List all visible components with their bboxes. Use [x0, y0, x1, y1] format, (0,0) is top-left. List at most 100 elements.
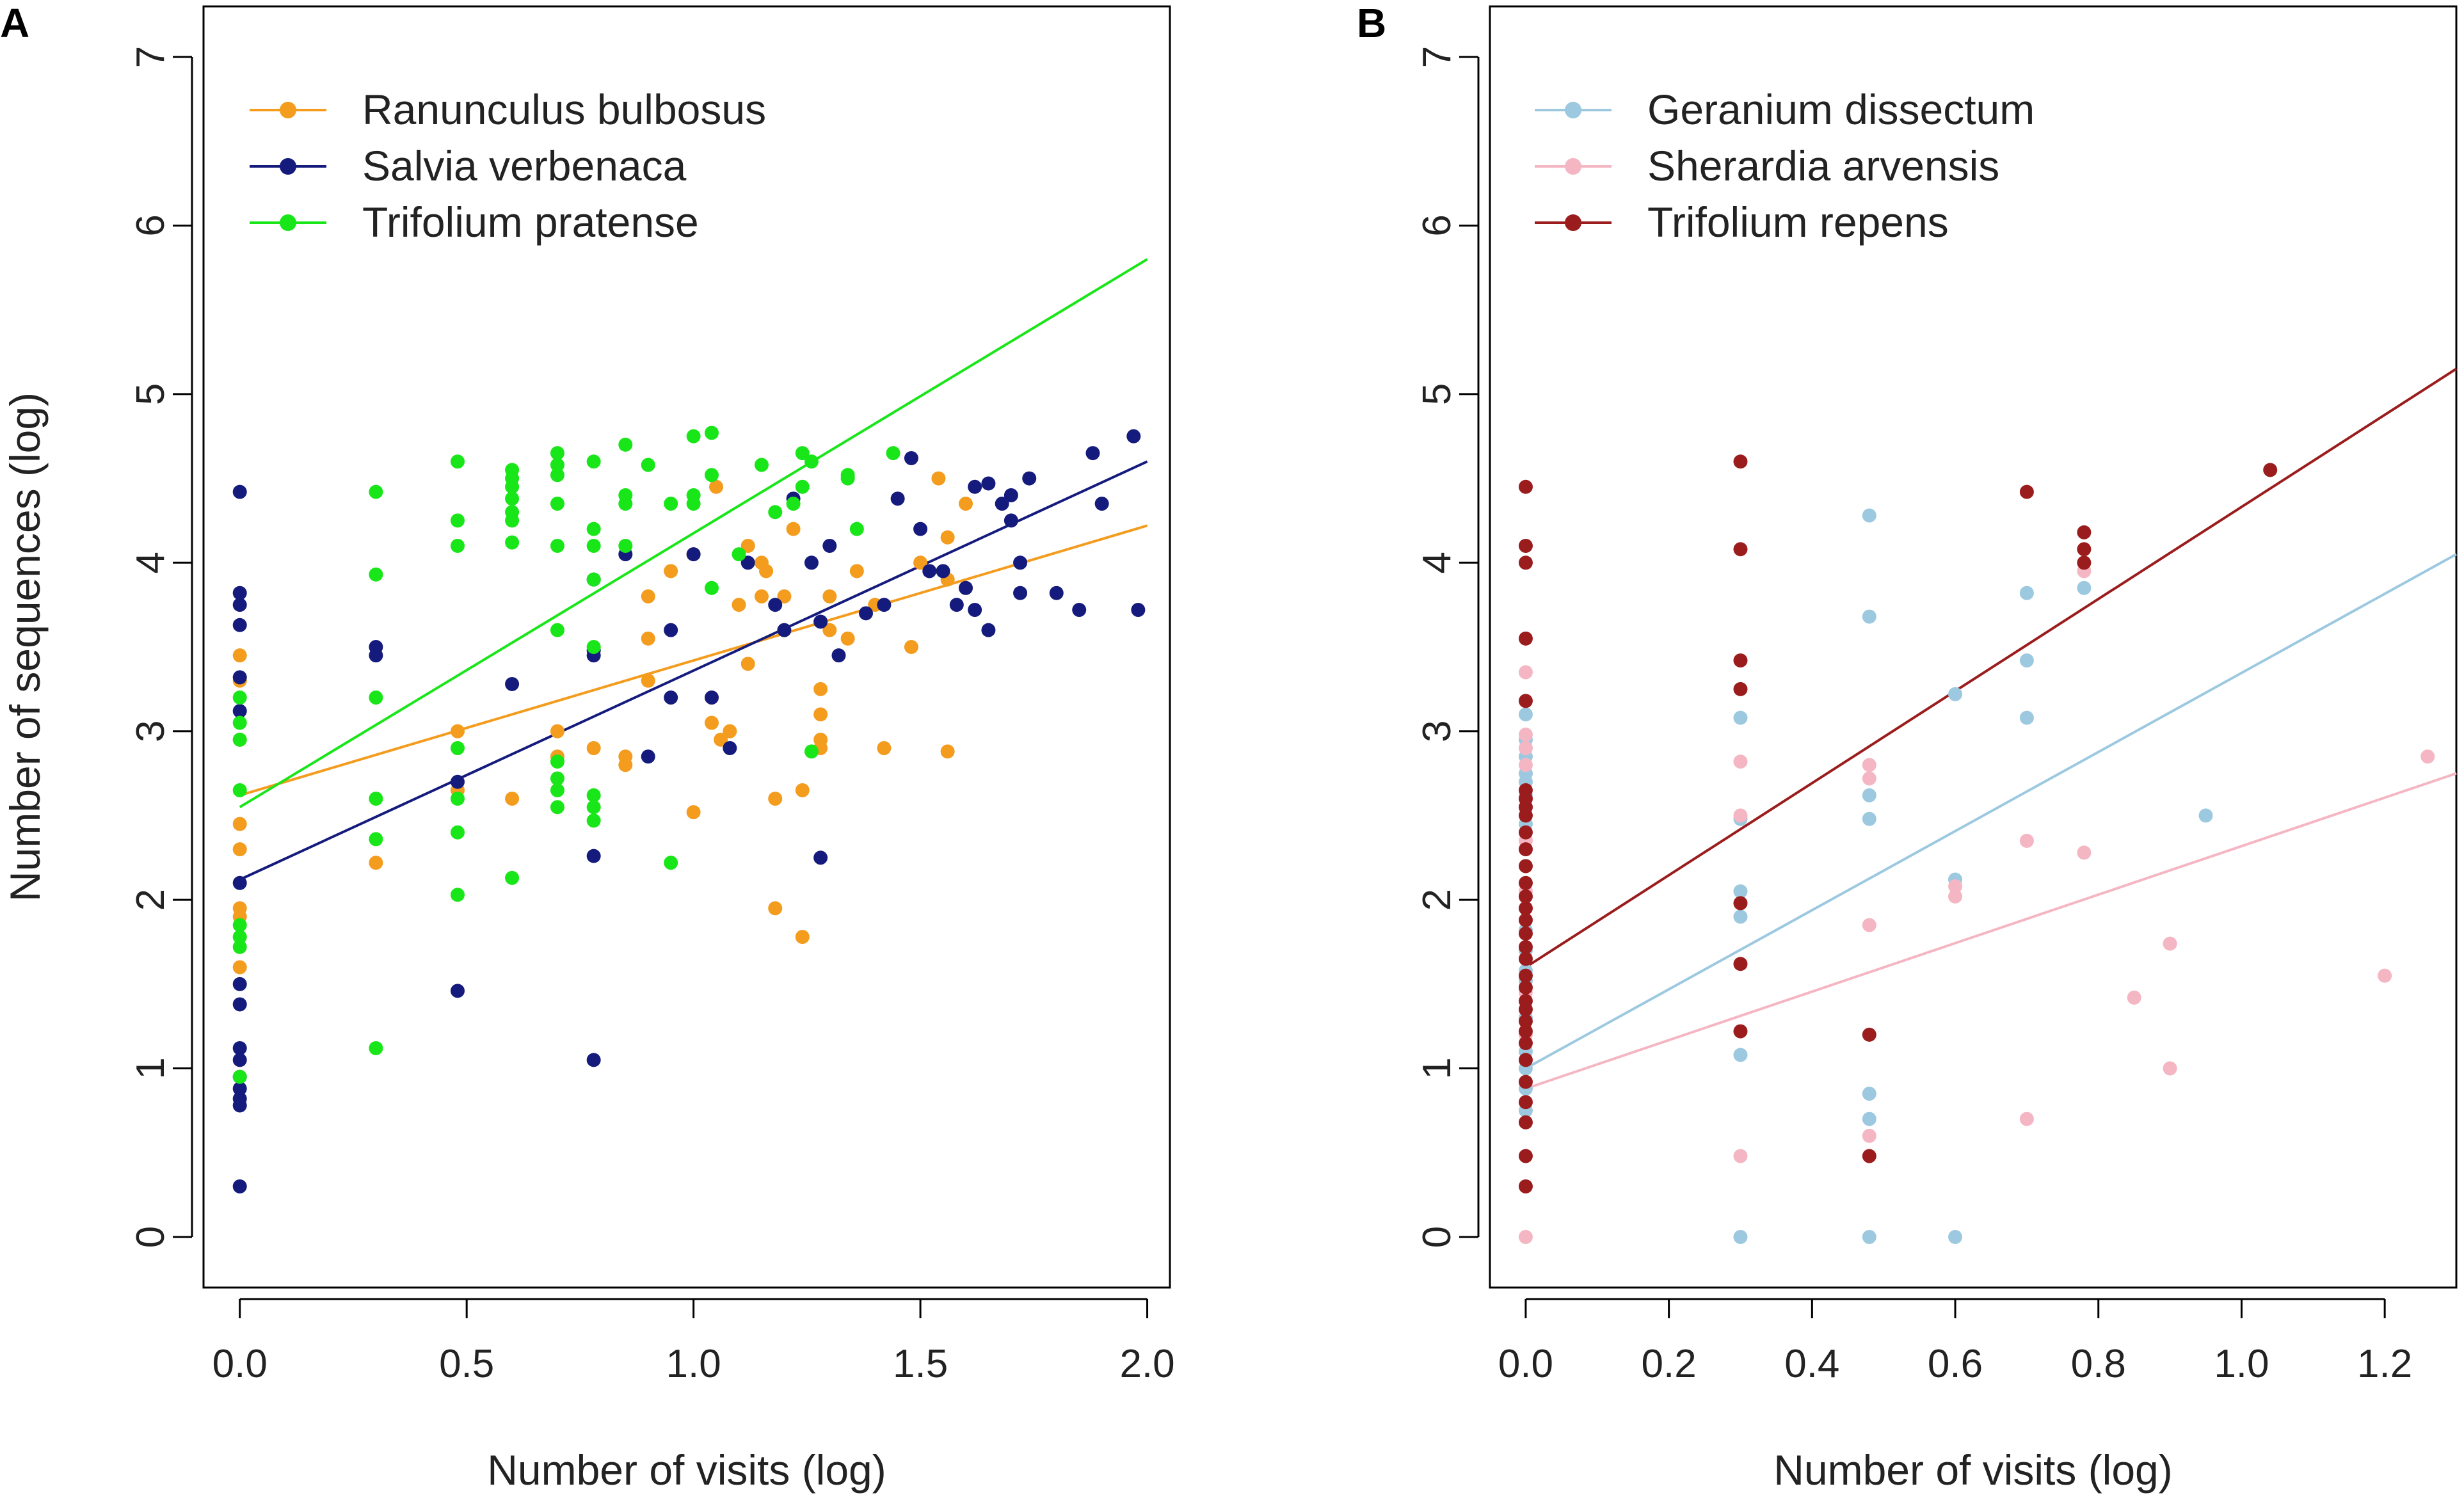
data-point — [768, 901, 783, 916]
y-tick-label: 0 — [129, 1226, 173, 1248]
data-point — [1004, 513, 1018, 528]
legend-label: Sherardia arvensis — [1647, 142, 1999, 189]
data-point — [1733, 542, 1748, 557]
x-tick-label: 0.2 — [1642, 1342, 1697, 1386]
data-point — [759, 564, 774, 578]
data-point — [232, 875, 247, 890]
data-point — [586, 813, 601, 828]
y-tick-label: 6 — [129, 214, 173, 236]
data-point — [877, 741, 892, 756]
data-point — [369, 856, 383, 870]
data-point — [2198, 808, 2213, 823]
legend-entry: Sherardia arvensis — [1535, 142, 1999, 189]
data-point — [1862, 1149, 1876, 1163]
data-point — [890, 491, 905, 506]
data-point — [505, 513, 520, 528]
data-point — [714, 732, 728, 747]
data-point — [786, 522, 801, 536]
panel-b-legend: Geranium dissectum Sherardia arvensis Tr… — [1535, 86, 2035, 246]
data-point — [786, 497, 801, 511]
panel-b-x-axis-title: Number of visits (log) — [1773, 1446, 2173, 1494]
data-point — [840, 468, 855, 483]
data-point — [1518, 479, 1533, 494]
data-point — [1518, 1229, 1533, 1244]
data-point — [586, 741, 601, 756]
data-point — [795, 783, 810, 797]
data-point — [2019, 833, 2034, 848]
data-point — [813, 850, 828, 865]
data-point — [768, 505, 783, 520]
data-point — [704, 715, 719, 730]
data-point — [1948, 889, 1963, 904]
data-point — [1518, 555, 1533, 570]
data-point — [1004, 488, 1018, 502]
data-point — [641, 458, 655, 472]
data-point — [2378, 968, 2392, 983]
data-point — [1518, 1036, 1533, 1051]
data-point — [822, 589, 837, 603]
x-tick-label: 1.0 — [666, 1342, 721, 1386]
data-point — [450, 724, 465, 738]
data-point — [1733, 754, 1748, 769]
x-tick-label: 0.8 — [2071, 1342, 2126, 1386]
data-point — [641, 673, 655, 688]
data-point — [877, 598, 892, 612]
data-point — [723, 724, 737, 738]
data-point — [1948, 687, 1963, 701]
data-point — [450, 984, 465, 998]
data-point — [1862, 788, 1876, 802]
data-point — [586, 1053, 601, 1067]
data-point — [550, 771, 564, 786]
data-point — [1013, 586, 1028, 600]
data-point — [232, 1081, 247, 1096]
y-tick-label: 4 — [129, 552, 173, 573]
x-tick-label: 0.4 — [1784, 1342, 1839, 1386]
data-point — [232, 930, 247, 945]
data-point — [505, 870, 520, 885]
data-point — [450, 888, 465, 902]
data-point — [1733, 1048, 1748, 1062]
data-point — [369, 1041, 383, 1055]
data-point — [958, 580, 973, 595]
data-point — [618, 538, 633, 553]
data-point — [1733, 909, 1748, 924]
data-point — [2019, 1112, 2034, 1126]
data-point — [2019, 653, 2034, 668]
data-point — [1733, 808, 1748, 823]
data-point — [913, 522, 928, 536]
fit-line — [239, 524, 1148, 797]
data-point — [2077, 542, 2092, 557]
data-point — [664, 564, 678, 578]
data-point — [232, 817, 247, 831]
data-point — [618, 497, 633, 511]
data-point — [813, 614, 828, 629]
data-point — [505, 491, 520, 506]
data-point — [550, 783, 564, 797]
data-point — [1085, 446, 1100, 461]
data-point — [1518, 1179, 1533, 1193]
data-point — [1733, 896, 1748, 911]
data-point — [232, 1053, 247, 1067]
data-point — [1518, 1095, 1533, 1110]
data-point — [949, 598, 964, 612]
data-point — [1022, 471, 1037, 486]
data-point — [768, 598, 783, 612]
data-point — [1518, 1024, 1533, 1039]
data-point — [618, 437, 633, 452]
data-point — [505, 676, 520, 691]
data-point — [831, 648, 846, 663]
data-point — [704, 690, 719, 705]
data-point — [922, 564, 937, 578]
data-point — [232, 670, 247, 685]
data-point — [1518, 727, 1533, 742]
data-point — [450, 774, 465, 789]
data-point — [686, 497, 701, 511]
data-point — [1518, 901, 1533, 916]
data-point — [704, 426, 719, 440]
data-point — [732, 547, 746, 562]
data-point — [704, 580, 719, 595]
data-point — [232, 598, 247, 612]
data-point — [1733, 710, 1748, 725]
